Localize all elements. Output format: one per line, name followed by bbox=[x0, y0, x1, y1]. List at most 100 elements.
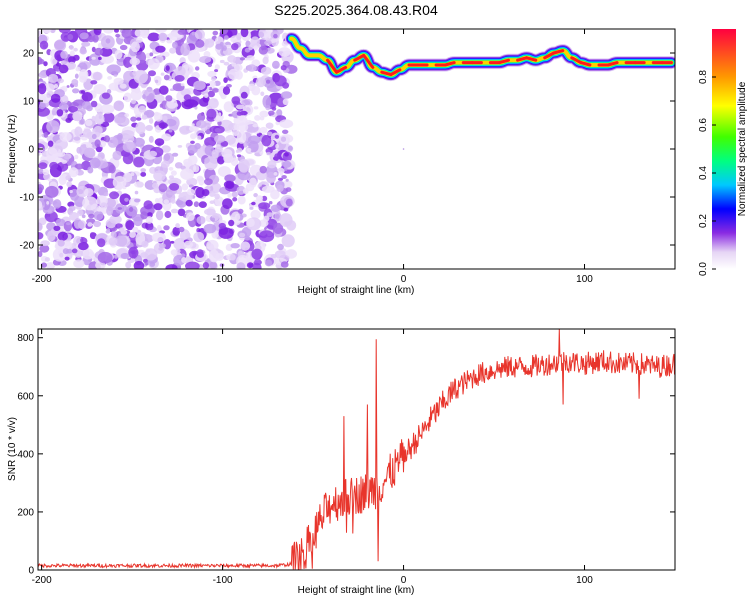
noise-blob bbox=[191, 123, 195, 127]
noise-blob bbox=[277, 177, 284, 181]
noise-blob bbox=[261, 135, 272, 147]
noise-blob bbox=[204, 137, 217, 147]
noise-blob bbox=[208, 190, 216, 197]
noise-blob bbox=[52, 199, 62, 209]
noise-blob bbox=[67, 34, 74, 40]
noise-blob bbox=[196, 120, 207, 129]
ridge-peak bbox=[570, 56, 583, 65]
noise-blob bbox=[56, 109, 64, 117]
noise-blob bbox=[198, 176, 205, 186]
noise-blob bbox=[195, 39, 205, 48]
noise-blob bbox=[187, 49, 201, 63]
noise-blob bbox=[236, 111, 243, 116]
noise-blob bbox=[180, 83, 185, 87]
noise-blob bbox=[140, 252, 149, 258]
noise-blob bbox=[101, 92, 111, 99]
noise-blob bbox=[90, 71, 103, 81]
noise-blob bbox=[109, 191, 120, 200]
noise-blob bbox=[185, 199, 193, 207]
noise-blob bbox=[115, 33, 121, 38]
noise-blob bbox=[140, 211, 148, 220]
noise-blob bbox=[264, 40, 272, 46]
noise-blob bbox=[258, 202, 271, 210]
noise-blob bbox=[258, 182, 262, 187]
noise-blob bbox=[267, 160, 277, 169]
noise-blob bbox=[239, 232, 246, 238]
noise-blob bbox=[120, 252, 130, 260]
noise-blob bbox=[280, 65, 287, 71]
noise-blob bbox=[280, 91, 293, 99]
noise-blob bbox=[82, 196, 98, 211]
noise-blob bbox=[237, 195, 246, 205]
noise-blob bbox=[261, 185, 275, 193]
noise-blob bbox=[91, 56, 96, 60]
noise-blob bbox=[38, 103, 46, 110]
noise-blob bbox=[258, 31, 265, 38]
noise-blob bbox=[159, 103, 164, 108]
noise-blob bbox=[38, 130, 43, 138]
noise-blob bbox=[130, 41, 140, 53]
spectrogram-x-label: Height of straight line (km) bbox=[298, 285, 415, 296]
spectrogram-y-label: Frequency (Hz) bbox=[7, 115, 18, 184]
noise-blob bbox=[151, 232, 166, 243]
noise-blob bbox=[170, 198, 176, 204]
noise-blob bbox=[218, 112, 222, 117]
noise-blob bbox=[43, 61, 48, 67]
noise-blob bbox=[81, 41, 91, 47]
noise-blob bbox=[129, 231, 137, 238]
noise-blob bbox=[214, 128, 221, 133]
noise-blob bbox=[77, 105, 83, 109]
noise-blob bbox=[228, 219, 235, 227]
noise-blob bbox=[136, 37, 143, 43]
colorbar-tick-label: 0.4 bbox=[698, 166, 709, 180]
noise-blob bbox=[79, 32, 89, 40]
noise-blob bbox=[274, 153, 280, 161]
noise-blob bbox=[67, 61, 76, 70]
noise-blob bbox=[58, 102, 68, 112]
noise-blob bbox=[107, 76, 112, 80]
noise-blob bbox=[101, 35, 115, 50]
noise-blob bbox=[103, 192, 109, 197]
noise-blob bbox=[94, 47, 103, 56]
noise-blob bbox=[193, 201, 199, 208]
ridge-peak bbox=[443, 61, 456, 67]
noise-blob bbox=[172, 152, 179, 157]
noise-blob bbox=[246, 218, 255, 228]
noise-blob bbox=[259, 126, 268, 134]
snr-y-label: SNR (10 * v/v) bbox=[7, 417, 18, 481]
noise-blob bbox=[198, 201, 207, 209]
noise-blob bbox=[52, 231, 58, 236]
noise-blob bbox=[50, 93, 61, 103]
noise-blob bbox=[124, 197, 129, 202]
noise-blob bbox=[261, 195, 268, 202]
ridge-peak bbox=[552, 49, 565, 55]
noise-blob bbox=[74, 163, 85, 170]
noise-blob bbox=[227, 192, 233, 198]
noise-blob bbox=[177, 145, 183, 148]
noise-blob bbox=[207, 63, 212, 68]
noise-blob bbox=[187, 144, 198, 154]
noise-blob bbox=[54, 39, 67, 52]
snr-panel: -200 -100 0 100 0 200 400 600 800 Height of str… bbox=[7, 328, 676, 596]
noise-blob bbox=[143, 258, 148, 263]
noise-blob bbox=[141, 240, 149, 248]
noise-blob bbox=[193, 80, 206, 91]
colorbar-label: Normalized spectral amplitude bbox=[737, 81, 748, 216]
noise-blob bbox=[174, 75, 185, 82]
noise-blob bbox=[223, 180, 234, 189]
noise-blob bbox=[231, 62, 237, 67]
noise-blob bbox=[272, 60, 280, 69]
noise-blob bbox=[207, 70, 217, 78]
noise-blob bbox=[69, 189, 73, 194]
noise-blob bbox=[163, 74, 170, 81]
noise-blob bbox=[108, 237, 118, 246]
noise-blob bbox=[202, 262, 210, 269]
noise-blob bbox=[168, 166, 174, 171]
noise-blob bbox=[247, 147, 252, 153]
noise-blob bbox=[251, 248, 263, 260]
noise-blob bbox=[236, 147, 243, 153]
noise-blob bbox=[113, 77, 124, 85]
noise-blob bbox=[47, 210, 52, 213]
noise-blob bbox=[129, 206, 134, 212]
